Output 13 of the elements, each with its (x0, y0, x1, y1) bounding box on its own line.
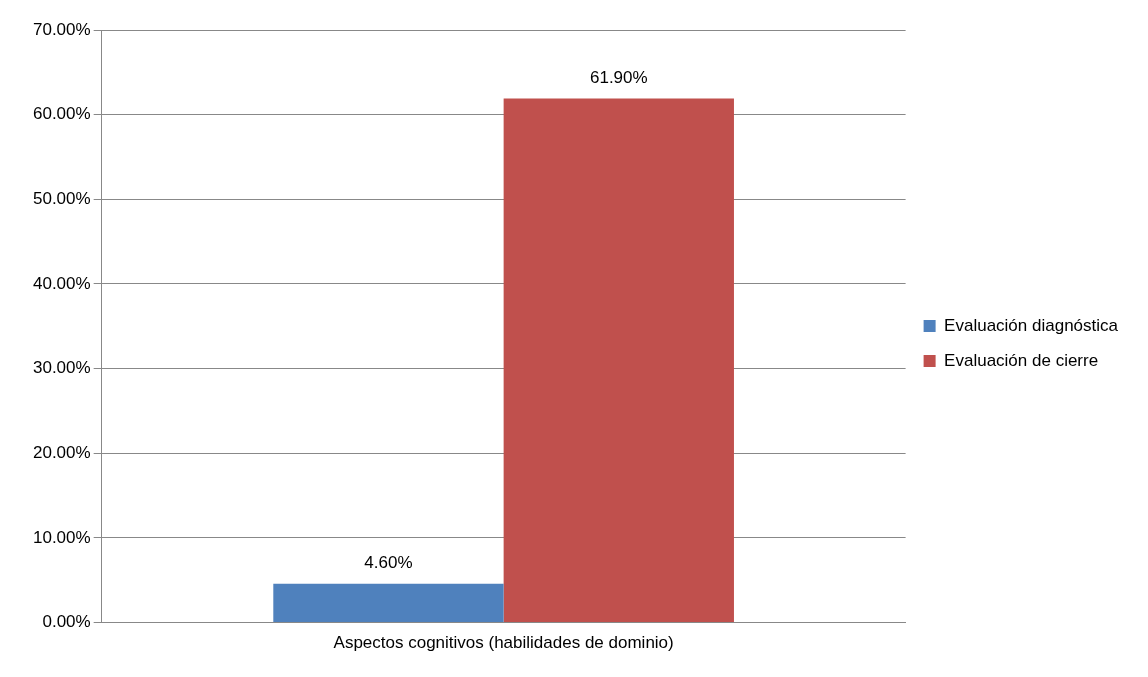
y-tick-label: 50.00% (32, 189, 91, 208)
data-label: 4.60% (364, 552, 413, 572)
y-tick-label: 0.00% (42, 612, 91, 632)
y-tick-label: 20.00% (32, 442, 91, 462)
x-tick-label: Aspectos cognitivos (habilidades de dominio) (333, 633, 674, 653)
y-tick-label: 70.00% (32, 19, 91, 39)
y-tick-label: 60.00% (32, 104, 91, 124)
legend-label: Evaluación de cierre (944, 350, 1099, 370)
legend-label: Evaluación diagnóstica (944, 315, 1119, 335)
y-tick-label: 10.00% (32, 527, 91, 547)
y-tick-label: 40.00% (32, 273, 91, 293)
y-tick-label: 30.00% (32, 358, 91, 378)
data-label: 61.90% (589, 67, 648, 87)
